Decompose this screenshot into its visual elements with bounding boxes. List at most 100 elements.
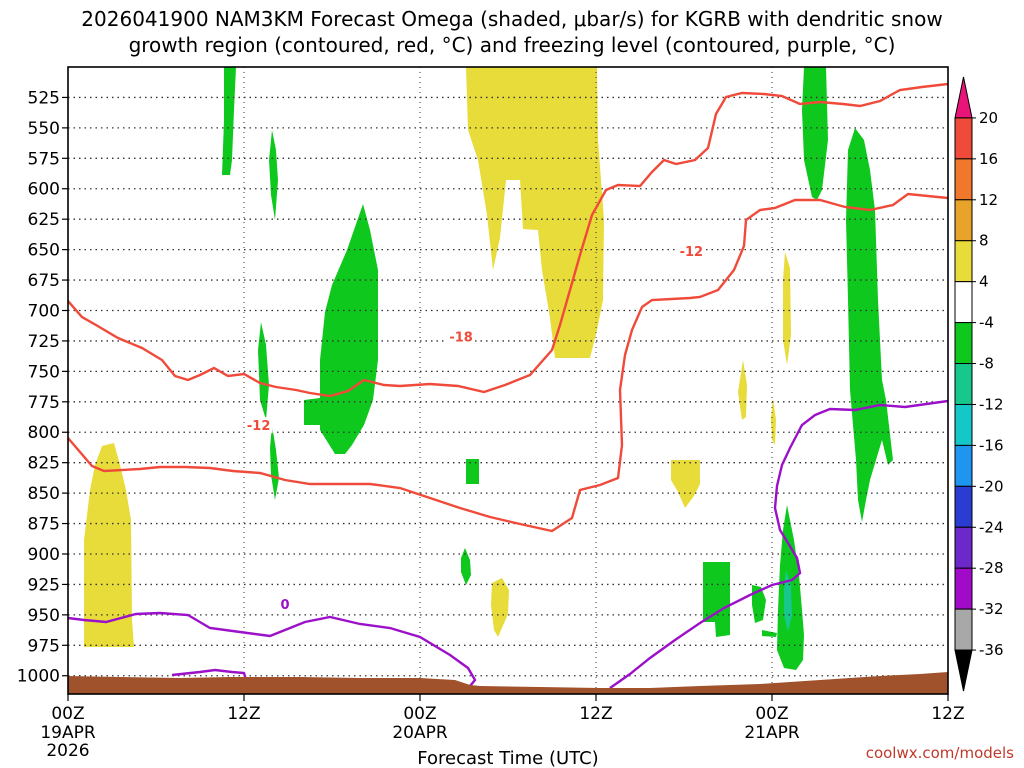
x-tick-label: 00Z (755, 704, 788, 724)
dgz-contour-minus12 (68, 192, 948, 533)
omega-fill-yellow (671, 460, 700, 508)
y-tick-label: 600 (28, 180, 60, 200)
freezing-contour (609, 399, 948, 689)
x-tick-label: 12Z (931, 704, 964, 724)
colorbar-swatch (954, 608, 973, 651)
y-tick-label: 650 (28, 241, 60, 261)
omega-fill-green (703, 562, 730, 637)
y-tick-label: 750 (28, 362, 60, 382)
omega-fill-green (762, 630, 777, 637)
y-tick-label: 950 (28, 606, 60, 626)
colorbar-label: 4 (979, 273, 989, 291)
colorbar-label: -12 (979, 395, 1004, 413)
colorbar-label: -24 (979, 518, 1004, 536)
y-tick-label: 825 (28, 454, 60, 474)
colorbar-swatch (954, 322, 973, 365)
colorbar-label: -8 (979, 355, 994, 373)
contour-label-bg (447, 328, 476, 345)
colorbar-swatch (954, 363, 973, 405)
omega-fill-green (222, 67, 236, 175)
x-tick-label: 00Z (403, 704, 436, 724)
contour-labels: -18 -12 -12 0 (244, 243, 706, 613)
colorbar-swatch (954, 649, 973, 692)
x-tick-label: 12Z (579, 704, 612, 724)
omega-fill-green (466, 459, 479, 484)
colorbar-swatch (954, 567, 973, 610)
x-tick-date: 20APR (392, 723, 448, 743)
credit-text: coolwx.com/models (866, 744, 1014, 762)
colorbar-label: -36 (979, 641, 1004, 659)
y-tick-label: 1000 (17, 667, 60, 687)
colorbar-swatch (954, 76, 973, 119)
freezing-contour (68, 611, 477, 688)
y-tick-label: 975 (28, 636, 60, 656)
y-tick-label: 550 (28, 119, 60, 139)
colorbar-label: -4 (979, 314, 994, 332)
omega-fill-green (846, 128, 893, 522)
colorbar-swatch (954, 158, 973, 201)
y-tick-label: 725 (28, 332, 60, 352)
colorbar-label: 16 (979, 150, 998, 168)
y-tick-label: 925 (28, 575, 60, 595)
omega-fill-green (461, 548, 471, 585)
y-axis: 525 550 575 600 625 650 675 700 725 750 775 800 825 8… (17, 88, 68, 687)
contour-label: -18 (449, 330, 473, 345)
colorbar-label: -28 (979, 559, 1004, 577)
omega-fill-yellow (738, 360, 747, 420)
omega-fill-green (270, 425, 279, 500)
x-tick-label: 12Z (227, 704, 260, 724)
omega-fill-green (258, 322, 269, 420)
colorbar-swatch (954, 485, 973, 528)
omega-fill-green (802, 67, 828, 200)
x-axis-title: Forecast Time (UTC) (417, 748, 598, 768)
omega-fill-green (269, 130, 278, 220)
chart-title-line1: 2026041900 NAM3KM Forecast Omega (shaded… (81, 7, 942, 31)
x-tick-date: 19APR (40, 723, 96, 743)
omega-fill-green (320, 204, 378, 454)
x-tick-year: 2026 (46, 741, 89, 761)
colorbar-swatch (954, 117, 973, 160)
colorbar: 20 16 12 8 4 -4 -8 -12 -16 -20 -24 -28 -32 -36 (954, 76, 1004, 692)
y-tick-label: 850 (28, 484, 60, 504)
chart-title-line2: growth region (contoured, red, °C) and f… (129, 33, 896, 57)
x-tick-label: 00Z (51, 704, 84, 724)
omega-fill-green (784, 570, 792, 632)
colorbar-label: 12 (979, 191, 998, 209)
y-tick-label: 900 (28, 545, 60, 565)
omega-fill-green (752, 585, 766, 623)
omega-fill-yellow (84, 443, 134, 647)
omega-fill-yellow (466, 67, 604, 358)
omega-fill-yellow (771, 398, 776, 445)
y-tick-label: 800 (28, 423, 60, 443)
contour-label-bg (244, 417, 273, 434)
colorbar-label: -32 (979, 600, 1004, 618)
y-tick-label: 575 (28, 149, 60, 169)
y-tick-label: 625 (28, 210, 60, 230)
y-tick-label: 525 (28, 88, 60, 108)
colorbar-swatch (954, 403, 973, 446)
contour-label-bg (279, 596, 292, 613)
y-tick-label: 700 (28, 301, 60, 321)
colorbar-swatch (954, 444, 973, 487)
grid (68, 67, 948, 694)
plot-area (68, 67, 948, 694)
colorbar-swatch (954, 281, 973, 324)
dgz-contour-minus18 (68, 82, 948, 398)
colorbar-swatch (954, 240, 973, 283)
colorbar-label: 8 (979, 232, 989, 250)
omega-fill-green (304, 398, 322, 425)
contour-label: 0 (281, 598, 290, 613)
colorbar-label: 20 (979, 109, 998, 127)
omega-fill-yellow (783, 252, 791, 365)
contour-label: -12 (680, 245, 704, 260)
omega-fill-yellow (491, 578, 509, 637)
plot-frame (67, 66, 949, 695)
y-tick-label: 775 (28, 393, 60, 413)
y-tick-label: 875 (28, 515, 60, 535)
x-tick-date: 21APR (744, 723, 800, 743)
colorbar-swatch (954, 526, 973, 569)
ground-terrain (68, 672, 948, 694)
contour-label: -12 (247, 419, 271, 434)
